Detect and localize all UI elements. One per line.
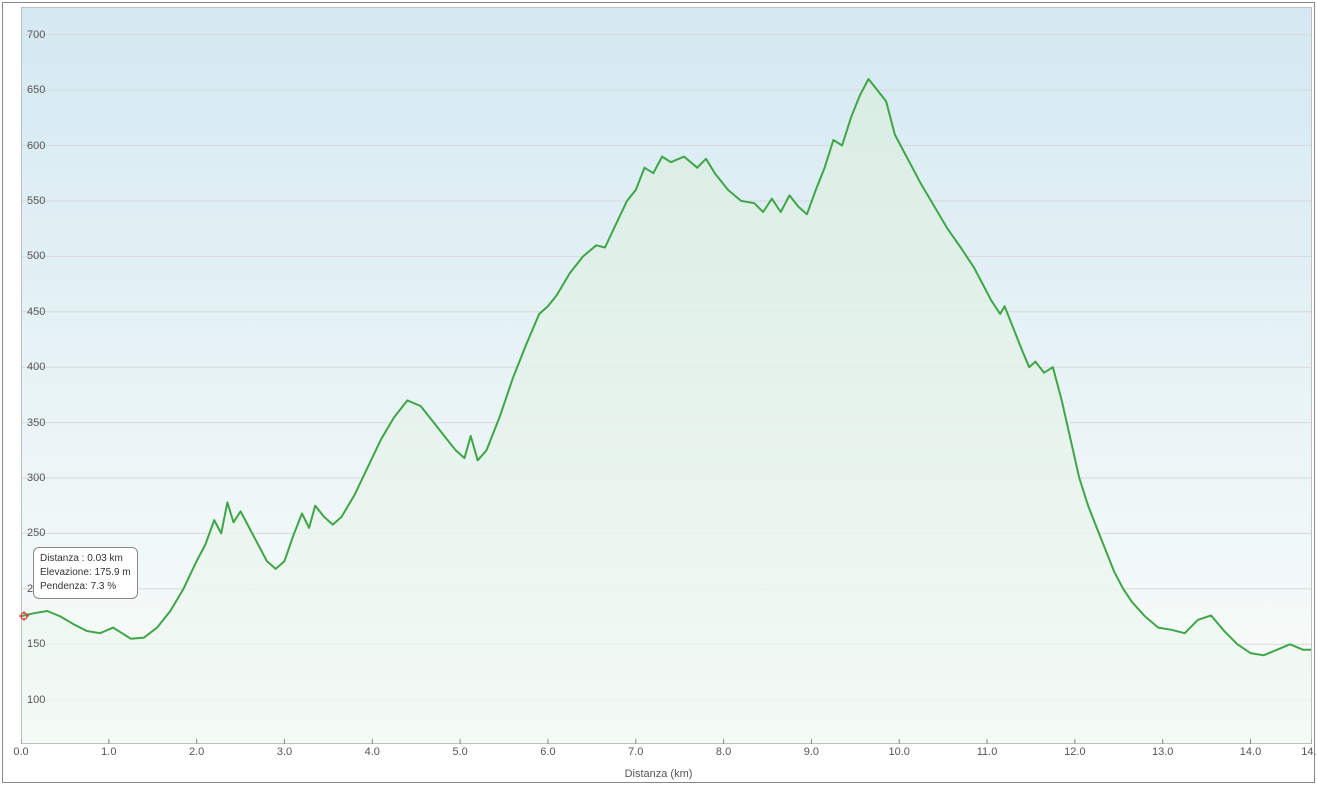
- y-tick-label: 650: [27, 84, 45, 96]
- plot-area[interactable]: 100150200250300350400450500550600650700 …: [21, 7, 1310, 742]
- chart-svg: [21, 7, 1312, 744]
- x-tick-label: 4.0: [365, 746, 380, 758]
- y-tick-label: 400: [27, 361, 45, 373]
- x-tick-label: 1.0: [101, 746, 116, 758]
- y-tick-label: 600: [27, 140, 45, 152]
- x-tick-label: 8.0: [716, 746, 731, 758]
- x-tick-label: 12.0: [1064, 746, 1085, 758]
- x-tick-label: 7.0: [628, 746, 643, 758]
- x-tick-label: 6.0: [540, 746, 555, 758]
- x-tick-label: 2.0: [189, 746, 204, 758]
- y-tick-label: 500: [27, 250, 45, 262]
- y-tick-label: 300: [27, 472, 45, 484]
- elevation-chart: 100150200250300350400450500550600650700 …: [2, 2, 1315, 783]
- y-tick-label: 100: [27, 694, 45, 706]
- x-tick-label: 14.7: [1301, 746, 1317, 758]
- x-tick-label: 13.0: [1152, 746, 1173, 758]
- x-axis-label: Distanza (km): [625, 768, 693, 780]
- x-tick-label: 0.0: [13, 746, 28, 758]
- hover-tooltip: Distanza : 0.03 kmElevazione: 175.9 mPen…: [33, 547, 138, 599]
- x-tick-label: 14.0: [1240, 746, 1261, 758]
- y-tick-label: 350: [27, 417, 45, 429]
- x-tick-label: 11.0: [977, 746, 998, 758]
- tooltip-line: Distanza : 0.03 km: [40, 552, 131, 566]
- tooltip-line: Pendenza: 7.3 %: [40, 580, 131, 594]
- y-tick-label: 150: [27, 638, 45, 650]
- x-tick-label: 10.0: [889, 746, 910, 758]
- x-tick-label: 5.0: [452, 746, 467, 758]
- y-tick-label: 250: [27, 527, 45, 539]
- y-tick-label: 450: [27, 306, 45, 318]
- x-tick-label: 9.0: [804, 746, 819, 758]
- data-marker: [19, 611, 29, 621]
- y-tick-label: 550: [27, 195, 45, 207]
- tooltip-line: Elevazione: 175.9 m: [40, 566, 131, 580]
- y-tick-label: 700: [27, 29, 45, 41]
- x-tick-label: 3.0: [277, 746, 292, 758]
